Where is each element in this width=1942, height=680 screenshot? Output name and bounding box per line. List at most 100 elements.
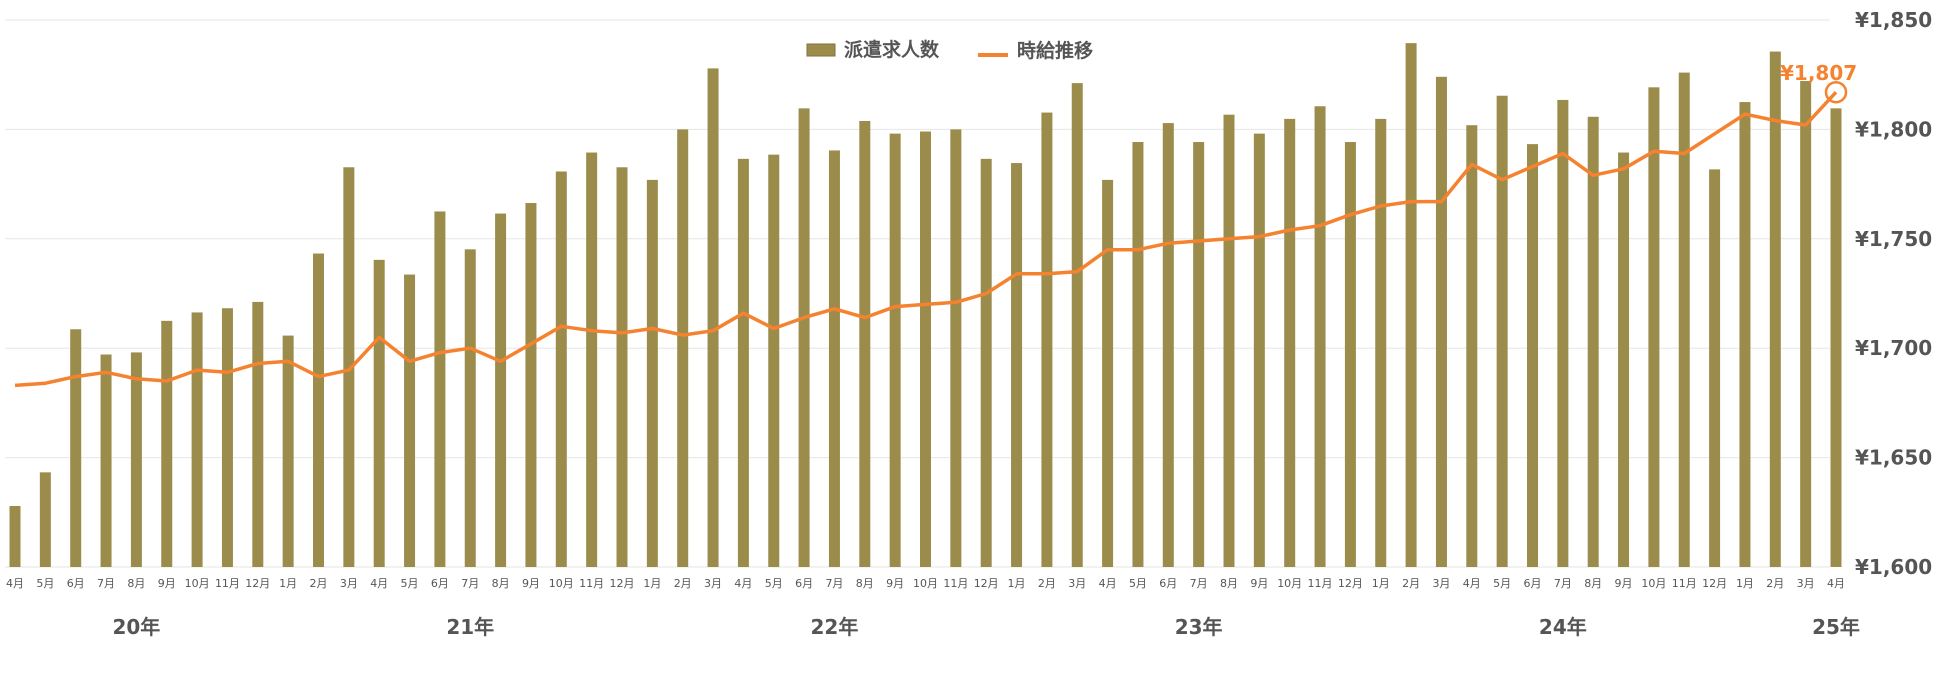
x-tick-label: 7月 bbox=[1190, 577, 1208, 590]
x-tick-label: 4月 bbox=[6, 577, 24, 590]
bar bbox=[768, 154, 780, 567]
x-tick-label: 1月 bbox=[643, 577, 661, 590]
x-tick-label: 5月 bbox=[1129, 577, 1147, 590]
y-tick-label: ¥1,650 bbox=[1855, 446, 1932, 470]
x-tick-label: 7月 bbox=[97, 577, 115, 590]
bar bbox=[130, 352, 142, 567]
bar bbox=[1587, 116, 1599, 568]
x-tick-label: 8月 bbox=[492, 577, 510, 590]
bar bbox=[1466, 125, 1478, 567]
x-axis-months: 4月 5月 6月 7月 8月 9月 10月 11月 12月 1月 2月 3月 4月 5月 6月 7月 8月 9月 1… bbox=[6, 577, 1845, 590]
bar bbox=[434, 211, 446, 567]
bar bbox=[646, 179, 658, 567]
x-tick-label: 9月 bbox=[886, 577, 904, 590]
y-tick-label: ¥1,800 bbox=[1855, 117, 1932, 141]
bar bbox=[221, 308, 233, 567]
x-tick-label: 11月 bbox=[1672, 577, 1697, 590]
bar bbox=[616, 167, 628, 567]
bar bbox=[828, 150, 840, 567]
legend-bar-label: 派遣求人数 bbox=[844, 38, 940, 61]
bar bbox=[677, 129, 689, 567]
bar bbox=[1648, 87, 1660, 568]
x-tick-label: 6月 bbox=[1524, 577, 1542, 590]
x-tick-label: 11月 bbox=[579, 577, 604, 590]
bar bbox=[586, 152, 598, 568]
x-tick-label: 5月 bbox=[36, 577, 54, 590]
bar bbox=[1011, 163, 1023, 568]
year-label: 23年 bbox=[1175, 615, 1223, 639]
bar bbox=[920, 131, 931, 567]
x-tick-label: 9月 bbox=[158, 577, 176, 590]
year-label: 20年 bbox=[112, 615, 160, 639]
bar bbox=[464, 249, 476, 568]
x-tick-label: 7月 bbox=[1554, 577, 1572, 590]
bar bbox=[9, 505, 21, 567]
bar bbox=[39, 472, 51, 567]
bar bbox=[1709, 169, 1721, 567]
line-series bbox=[14, 91, 1838, 388]
x-tick-label: 12月 bbox=[1338, 577, 1363, 590]
x-tick-label: 3月 bbox=[340, 577, 358, 590]
x-tick-label: 10月 bbox=[549, 577, 574, 590]
last-value-annotation: ¥1,807 bbox=[1780, 61, 1857, 85]
bar bbox=[191, 312, 203, 567]
x-tick-label: 3月 bbox=[1432, 577, 1450, 590]
x-tick-label: 2月 bbox=[1766, 577, 1784, 590]
bar bbox=[555, 171, 567, 567]
x-tick-label: 6月 bbox=[67, 577, 85, 590]
x-tick-label: 12月 bbox=[974, 577, 999, 590]
x-tick-label: 4月 bbox=[734, 577, 752, 590]
x-tick-label: 2月 bbox=[674, 577, 692, 590]
bar bbox=[859, 120, 871, 567]
bar bbox=[343, 167, 355, 567]
bar bbox=[1375, 118, 1387, 567]
x-tick-label: 9月 bbox=[1250, 577, 1268, 590]
bar bbox=[1678, 72, 1690, 567]
y-axis-right: ¥1,600 ¥1,650 ¥1,700 ¥1,750 ¥1,800 ¥1,850 bbox=[1855, 8, 1932, 579]
bar bbox=[161, 320, 173, 567]
gridlines bbox=[5, 19, 1830, 568]
bar bbox=[100, 354, 112, 567]
x-tick-label: 4月 bbox=[1099, 577, 1117, 590]
x-tick-label: 7月 bbox=[825, 577, 843, 590]
bar bbox=[1527, 144, 1538, 567]
bar bbox=[495, 213, 507, 568]
bar bbox=[1193, 142, 1205, 567]
x-tick-label: 5月 bbox=[1493, 577, 1511, 590]
bar bbox=[1344, 142, 1356, 567]
year-label: 21年 bbox=[446, 615, 494, 639]
year-label: 24年 bbox=[1539, 615, 1587, 639]
x-tick-label: 4月 bbox=[1463, 577, 1481, 590]
x-tick-label: 11月 bbox=[1308, 577, 1333, 590]
x-tick-label: 9月 bbox=[522, 577, 540, 590]
x-tick-label: 4月 bbox=[370, 577, 388, 590]
bar bbox=[1041, 112, 1053, 568]
x-tick-label: 3月 bbox=[1797, 577, 1815, 590]
x-tick-label: 1月 bbox=[1372, 577, 1390, 590]
x-tick-label: 8月 bbox=[127, 577, 145, 590]
x-tick-label: 10月 bbox=[1641, 577, 1666, 590]
x-tick-label: 3月 bbox=[1068, 577, 1086, 590]
x-tick-label: 6月 bbox=[431, 577, 449, 590]
legend-line-label: 時給推移 bbox=[1017, 39, 1093, 62]
bar bbox=[1618, 152, 1630, 568]
bar bbox=[1314, 106, 1326, 567]
bar bbox=[525, 203, 537, 568]
x-tick-label: 7月 bbox=[461, 577, 479, 590]
y-tick-label: ¥1,850 bbox=[1855, 8, 1932, 32]
y-tick-label: ¥1,700 bbox=[1855, 336, 1932, 360]
x-axis-years: 20年 21年 22年 23年 24年 25年 bbox=[112, 615, 1859, 639]
bar bbox=[1162, 123, 1174, 567]
x-tick-label: 6月 bbox=[1159, 577, 1177, 590]
bar bbox=[1284, 118, 1296, 567]
bar bbox=[313, 253, 324, 567]
bar bbox=[1253, 133, 1265, 567]
x-tick-label: 11月 bbox=[943, 577, 968, 590]
x-tick-label: 3月 bbox=[704, 577, 722, 590]
bar bbox=[404, 274, 416, 567]
bar-series bbox=[9, 43, 1842, 568]
x-tick-label: 4月 bbox=[1827, 577, 1845, 590]
x-tick-label: 2月 bbox=[310, 577, 328, 590]
x-tick-label: 1月 bbox=[279, 577, 297, 590]
x-tick-label: 9月 bbox=[1615, 577, 1633, 590]
